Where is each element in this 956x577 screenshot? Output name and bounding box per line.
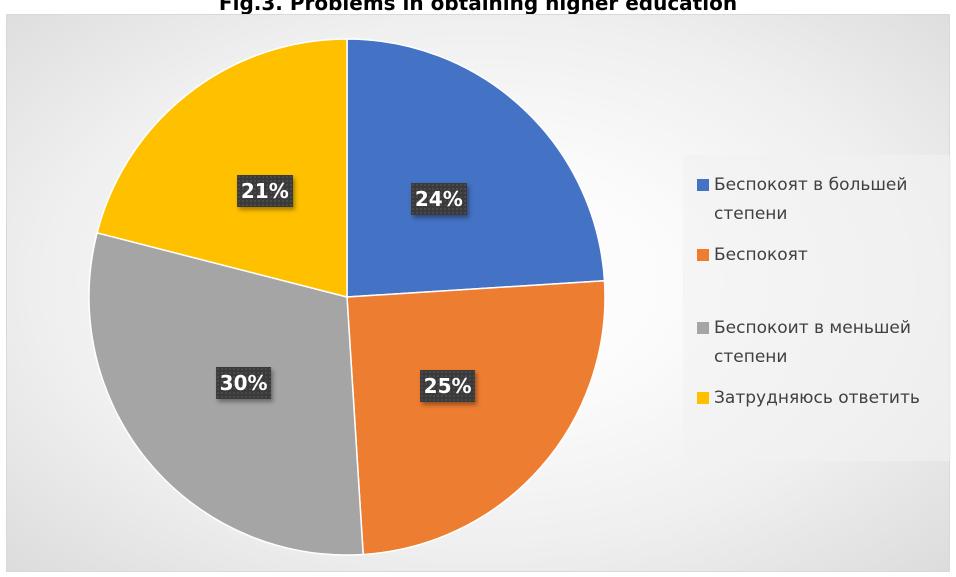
legend-swatch [697, 179, 709, 191]
chart-area: 24% 25% 30% 21% Беспокоят в большей степени… [6, 14, 951, 572]
pie-slice-2 [346, 280, 606, 556]
pie-slice-4 [96, 38, 348, 298]
legend-label: Затрудняюсь ответить [714, 388, 920, 408]
legend-swatch [697, 392, 709, 404]
data-label-3: 30% [215, 366, 272, 399]
legend-item-1: Беспокоят в большей степени [697, 171, 951, 229]
legend-item-4: Затрудняюсь ответить [697, 384, 951, 413]
chart-title: Fig.3. Problems in obtaining higher educ… [218, 0, 738, 15]
pie-slice-1 [346, 38, 606, 298]
pie-chart [88, 38, 606, 556]
data-label-1: 24% [410, 183, 467, 216]
legend-item-2: Беспокоят [697, 241, 951, 270]
legend-label: Беспокоят [714, 245, 808, 265]
data-label-4: 21% [236, 175, 293, 207]
legend-label: Беспокоят в большей степени [714, 175, 908, 224]
legend-label: Беспокоит в меньшей степени [714, 318, 911, 367]
legend: Беспокоят в большей степени Беспокоят Бесп… [683, 155, 951, 461]
legend-swatch [697, 249, 709, 261]
data-label-2: 25% [419, 369, 476, 402]
legend-item-3: Беспокоит в меньшей степени [697, 314, 951, 372]
legend-swatch [697, 322, 709, 334]
